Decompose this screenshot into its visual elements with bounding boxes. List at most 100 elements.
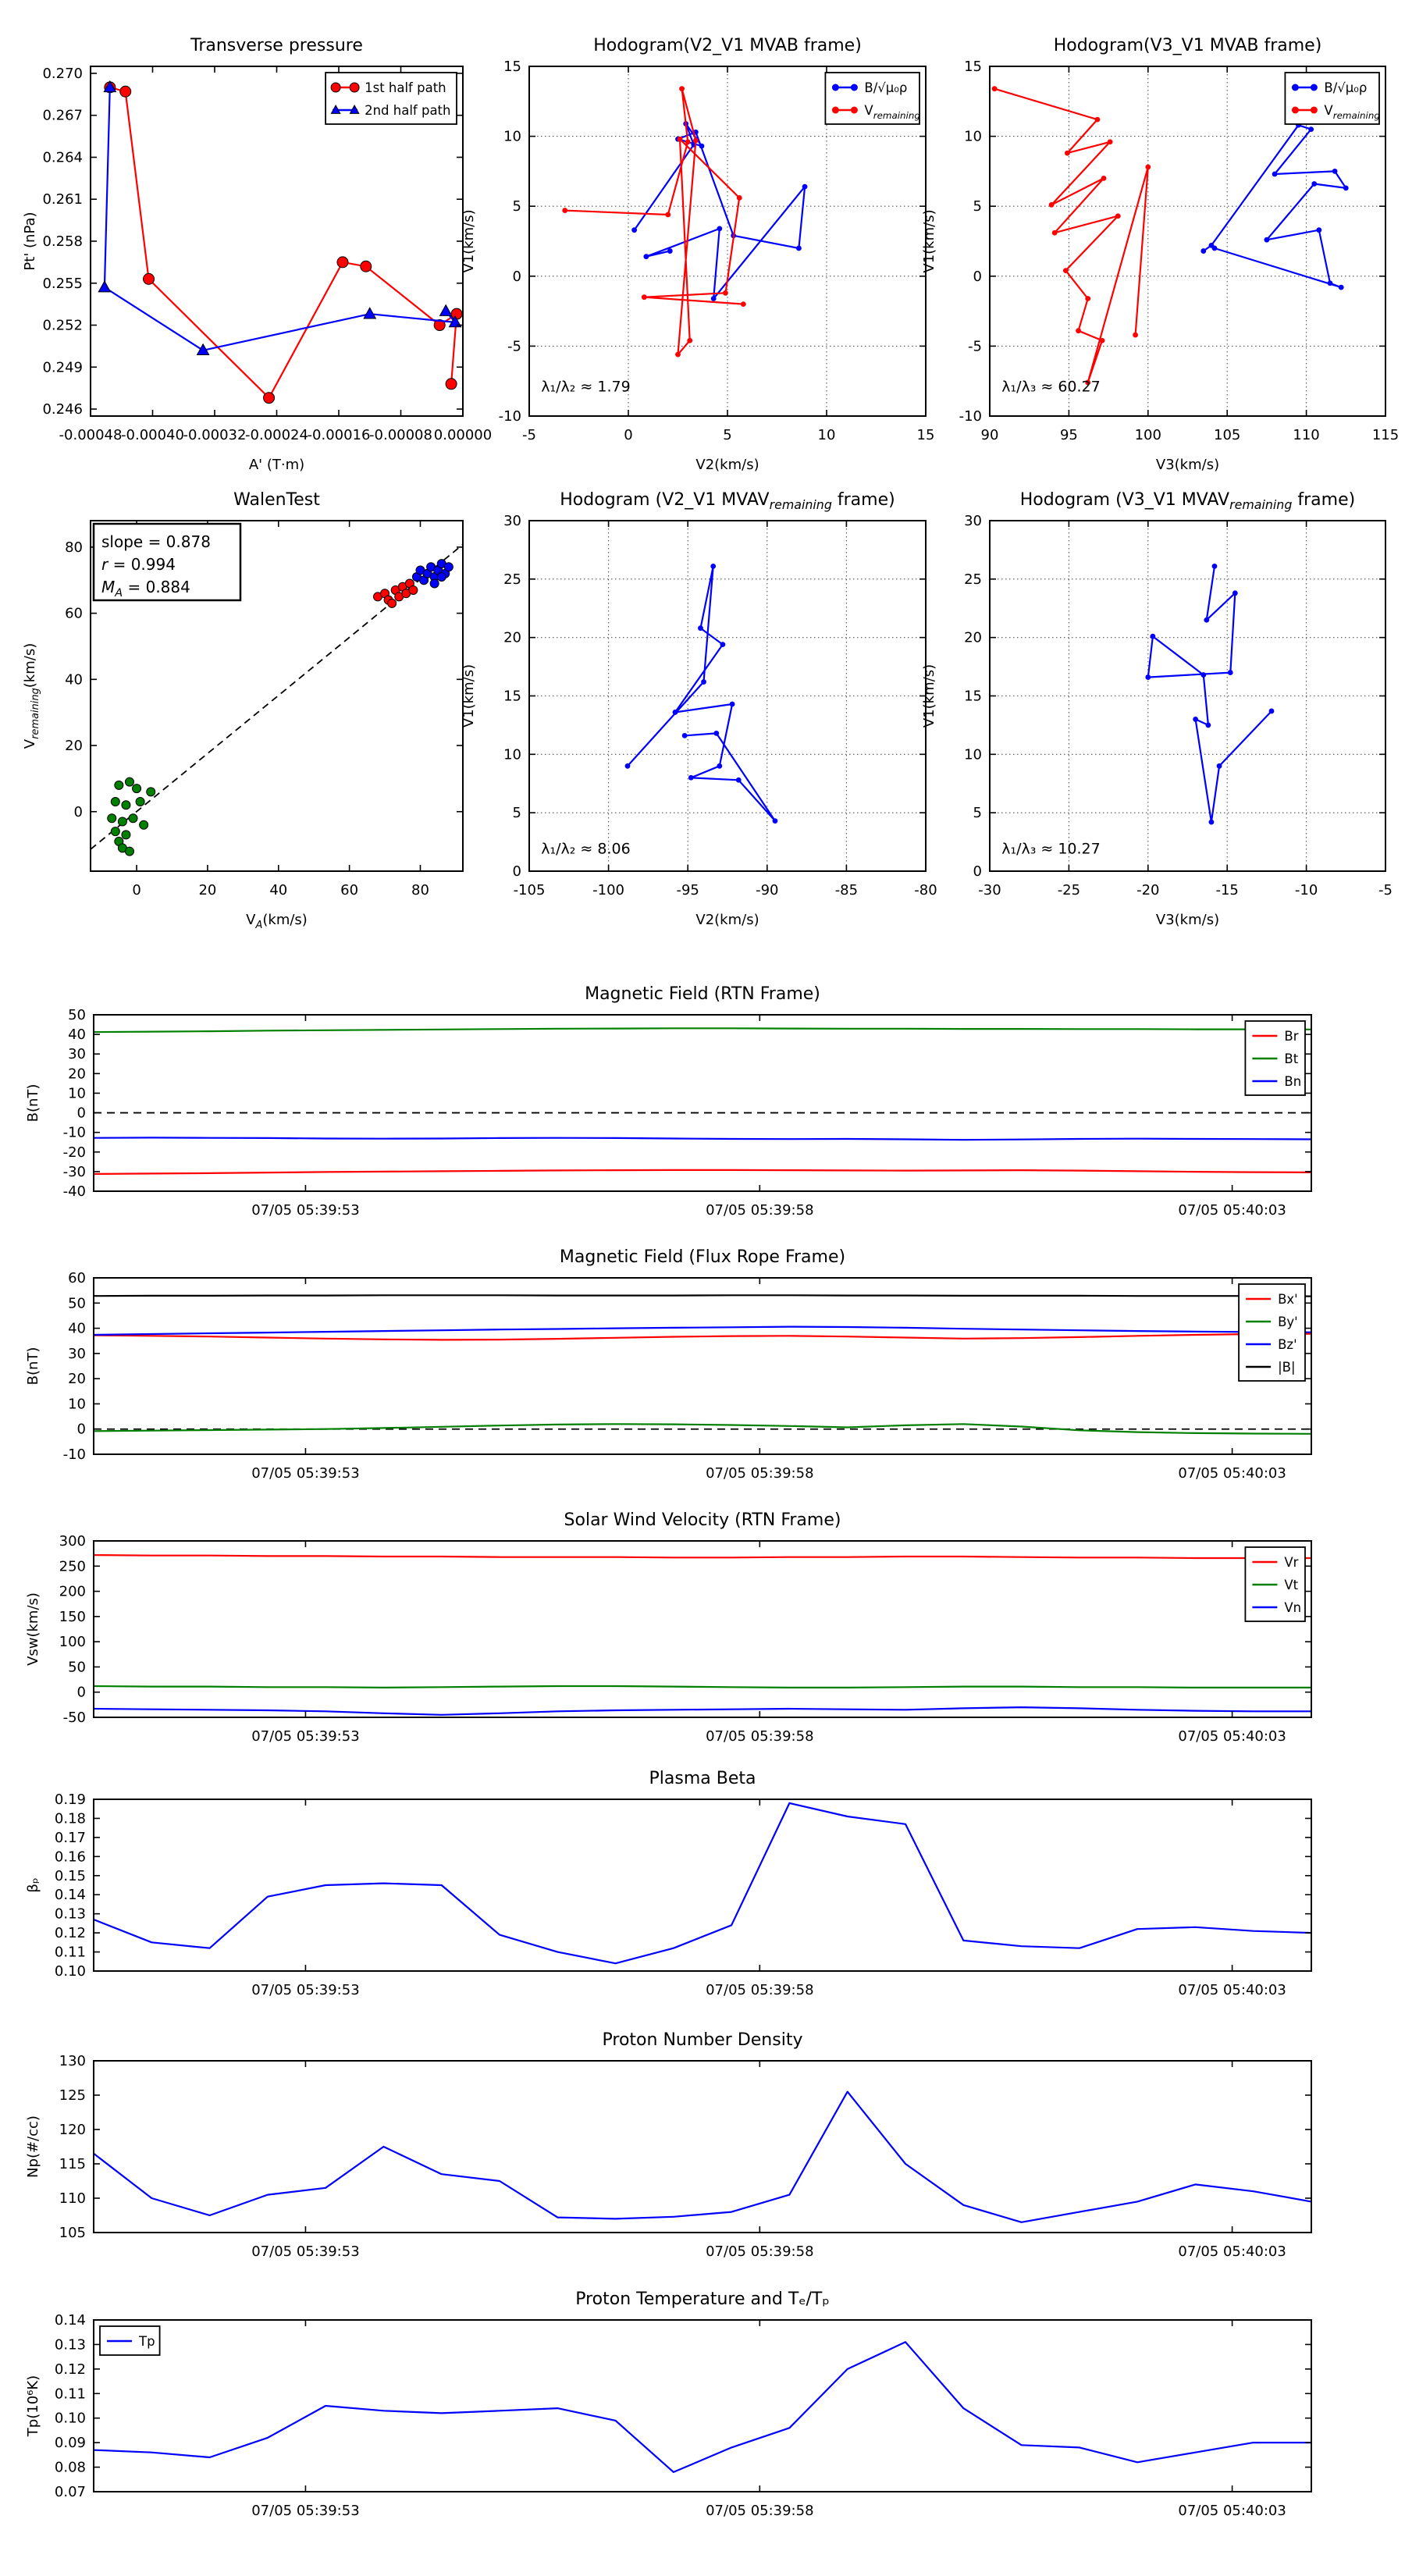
chart-title: Proton Number Density — [603, 2030, 803, 2050]
x-axis: 07/05 05:39:53 07/05 05:39:58 07/05 05:40:… — [251, 1541, 1286, 1745]
y-tick-label: 10 — [503, 746, 521, 763]
y-tick-label: 15 — [503, 59, 521, 75]
y-tick-label: 20 — [964, 630, 982, 646]
y-tick-label: 0.12 — [55, 1925, 86, 1941]
x-axis: 90 95 100 105 110 115 — [981, 66, 1399, 443]
plot-plasma-beta: 07/05 05:39:53 07/05 05:39:58 07/05 05:40:… — [25, 1769, 1312, 1998]
y-tick-label: -5 — [507, 338, 521, 354]
y-axis: 0.07 0.08 0.09 0.10 0.11 0.12 0.13 0.14 — [55, 2312, 1311, 2500]
x-tick-label: -0.00040 — [121, 427, 184, 443]
y-tick-label: 0.16 — [55, 1848, 86, 1865]
y-tick-label: 0.19 — [55, 1791, 86, 1808]
y-tick-label: 30 — [68, 1046, 86, 1062]
plot-frame — [93, 2060, 1312, 2233]
y-tick-label: 0.267 — [42, 108, 83, 124]
x-tick-label: -20 — [1136, 882, 1159, 898]
y-tick-label: 120 — [59, 2122, 86, 2138]
plot-walen-test: 0 20 40 60 80 0 20 40 60 80 WalenTest VA(km/s) Vrema… — [22, 490, 464, 931]
x-tick-label: -105 — [514, 882, 546, 898]
y-axis-label: Vremaining(km/s) — [22, 643, 41, 749]
plot-frame — [93, 2319, 1312, 2492]
x-tick-label: 0 — [132, 882, 140, 898]
y-tick-label: 0 — [973, 863, 982, 880]
y-tick-label: 30 — [68, 1346, 86, 1362]
x-tick-label: 95 — [1060, 427, 1078, 443]
legend: 1st half path 2nd half path — [325, 72, 457, 125]
x-tick-label: 07/05 05:39:58 — [706, 1982, 813, 1998]
y-tick-label: 0.258 — [42, 233, 83, 250]
legend-label: Vremaining — [1324, 103, 1380, 121]
annotation: λ₁/λ₃ ≈ 10.27 — [1001, 841, 1101, 858]
y-tick-label: 0.10 — [55, 2411, 86, 2427]
x-tick-label: 115 — [1372, 427, 1399, 443]
chart-plasma-beta: 07/05 05:39:53 07/05 05:39:58 07/05 05:40:… — [16, 1754, 1341, 2045]
x-tick-label: -80 — [914, 882, 937, 898]
legend-label: Vremaining — [864, 103, 920, 121]
plot-frame — [93, 1799, 1312, 1972]
y-axis: -40 -30 -20 -10 0 10 20 30 40 50 — [63, 1007, 1311, 1200]
y-axis-label: V1(km/s) — [921, 664, 937, 728]
chart-title: WalenTest — [233, 490, 320, 510]
x-tick-label: 40 — [269, 882, 287, 898]
x-tick-label: 110 — [1293, 427, 1319, 443]
legend-label: B/√μ₀ρ — [864, 80, 907, 95]
x-tick-label: 07/05 05:39:53 — [251, 1202, 359, 1219]
y-tick-label: 5 — [513, 805, 521, 821]
y-tick-label: 250 — [59, 1558, 86, 1574]
y-tick-label: 30 — [964, 513, 982, 529]
y-tick-label: 100 — [59, 1634, 86, 1650]
x-axis-label: VA(km/s) — [246, 912, 308, 931]
y-axis-label: Tp(10⁶K) — [25, 2375, 41, 2437]
y-tick-label: -10 — [63, 1125, 86, 1141]
y-tick-label: 10 — [68, 1085, 86, 1101]
y-tick-label: 20 — [503, 630, 521, 646]
series-vt — [93, 1685, 1311, 1688]
x-tick-label: -25 — [1058, 882, 1080, 898]
y-tick-label: 20 — [68, 1066, 86, 1082]
y-tick-label: 15 — [503, 688, 521, 705]
x-tick-label: 60 — [340, 882, 358, 898]
series-bz- — [93, 1325, 1312, 1336]
y-tick-label: 130 — [59, 2053, 86, 2069]
x-tick-label: -0.00016 — [308, 427, 371, 443]
legend-label: By' — [1278, 1315, 1298, 1329]
y-tick-label: 50 — [68, 1295, 86, 1311]
y-tick-label: 50 — [68, 1007, 86, 1023]
y-tick-label: -50 — [63, 1710, 86, 1726]
x-tick-label: 07/05 05:39:53 — [251, 1728, 359, 1745]
x-tick-label: 07/05 05:40:03 — [1178, 2503, 1286, 2519]
y-tick-label: 80 — [65, 539, 83, 556]
plot-hodogram-v3v1-mvab: 90 95 100 105 110 115 -10 -5 0 5 10 15 Hodogram(V3_V… — [921, 36, 1399, 473]
x-axis-label: V2(km/s) — [695, 912, 759, 928]
grid — [528, 520, 927, 872]
y-tick-label: 30 — [503, 513, 521, 529]
x-tick-label: -30 — [978, 882, 1001, 898]
y-tick-label: 0.264 — [42, 149, 83, 165]
y-tick-label: 0.246 — [42, 401, 83, 418]
y-axis: -10 -5 0 5 10 15 — [499, 59, 926, 425]
series-v-remaining — [562, 86, 746, 358]
legend-label: Bt — [1284, 1051, 1298, 1066]
chart-title: Magnetic Field (Flux Rope Frame) — [560, 1247, 845, 1267]
y-tick-label: 40 — [68, 1321, 86, 1337]
x-tick-label: -95 — [676, 882, 699, 898]
legend-label: Bz' — [1278, 1337, 1297, 1352]
y-tick-label: 0.261 — [42, 191, 83, 208]
x-axis: 07/05 05:39:53 07/05 05:39:58 07/05 05:40:… — [251, 2320, 1286, 2519]
series-v-remaining-hodogram — [1145, 563, 1275, 825]
series-br — [93, 1169, 1312, 1175]
y-axis: -50 0 50 100 150 200 250 300 — [59, 1533, 1311, 1726]
y-tick-label: 0.17 — [55, 1830, 86, 1846]
plot-magnetic-field-flux-rope: 07/05 05:39:53 07/05 05:39:58 07/05 05:40:… — [25, 1247, 1312, 1482]
x-tick-label: -5 — [1378, 882, 1393, 898]
y-tick-label: 5 — [513, 198, 521, 215]
chart-title: Solar Wind Velocity (RTN Frame) — [564, 1510, 841, 1530]
stats-line: slope = 0.878 — [101, 532, 211, 551]
y-tick-label: 10 — [964, 129, 982, 145]
x-tick-label: 07/05 05:40:03 — [1178, 1465, 1286, 1482]
x-tick-label: 20 — [198, 882, 216, 898]
legend-label: Vr — [1284, 1555, 1298, 1570]
y-tick-label: 0.270 — [42, 66, 83, 82]
plot-proton-temperature: 07/05 05:39:53 07/05 05:39:58 07/05 05:40:… — [25, 2290, 1312, 2519]
